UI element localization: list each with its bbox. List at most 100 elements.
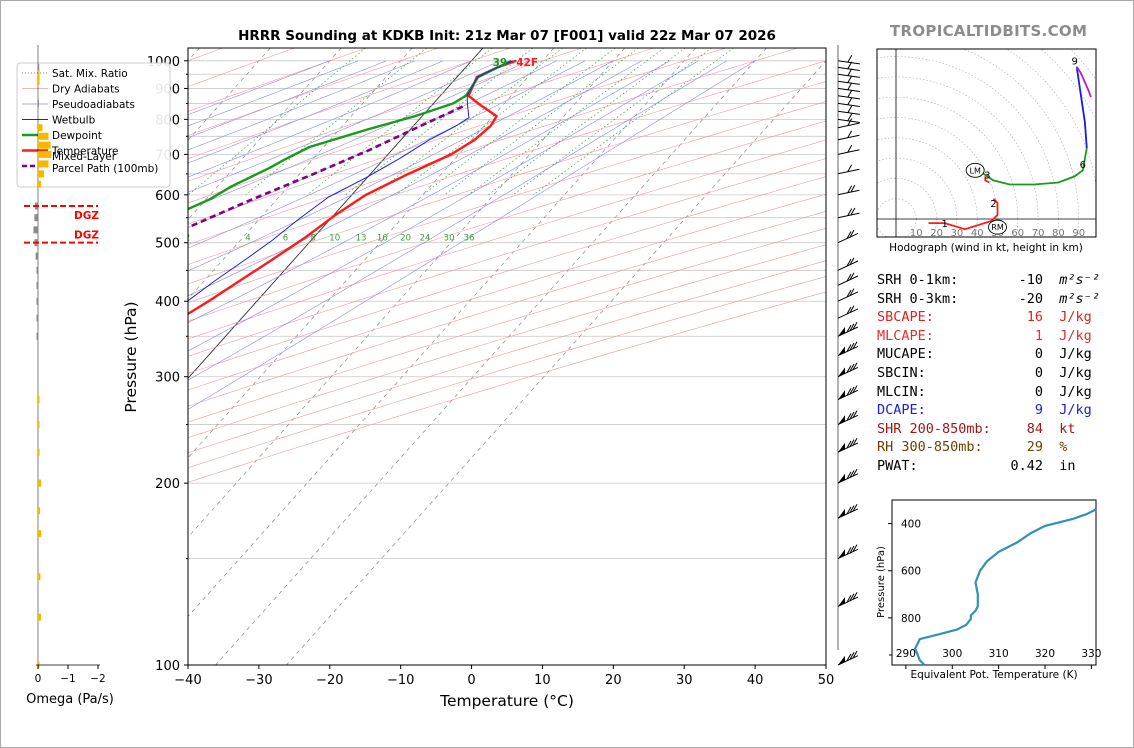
dry-adiabat xyxy=(188,48,511,160)
stat-value: 9 xyxy=(1034,402,1043,419)
mixing-ratio-line xyxy=(512,48,712,196)
wind-barb-flag xyxy=(846,594,852,603)
isotherm-line xyxy=(188,48,342,221)
series-temperature xyxy=(188,59,517,316)
surface-dewpoint-label: 39 xyxy=(493,57,508,69)
dry-adiabat xyxy=(188,60,826,265)
skewt-axes-frame xyxy=(187,47,827,666)
wind-barb xyxy=(837,207,860,219)
wind-barb xyxy=(837,89,860,100)
mixing-ratio-label: 2 xyxy=(185,234,190,244)
wind-barb-staff xyxy=(837,95,860,100)
x-tick-label: 40 xyxy=(747,673,764,688)
wind-barb-flag xyxy=(850,207,856,216)
dry-adiabat xyxy=(188,48,367,112)
wind-barb-flag xyxy=(846,306,852,315)
pseudoadiabat xyxy=(188,60,756,410)
wind-barb xyxy=(837,410,859,426)
wind-barb-flag xyxy=(849,257,855,265)
wind-barb-flag xyxy=(849,545,855,554)
wind-barb xyxy=(837,145,860,155)
wind-barb-flag xyxy=(846,440,852,449)
dry-adiabat xyxy=(188,48,439,136)
dry-adiabat xyxy=(188,193,826,391)
hodograph-height-label: 1 xyxy=(942,219,948,230)
omega-bar xyxy=(38,573,41,581)
stat-unit: kt xyxy=(1051,420,1076,437)
legend-label: Sat. Mix. Ratio xyxy=(52,68,128,80)
wind-barb-flag xyxy=(846,324,852,333)
pseudoadiabat xyxy=(188,60,330,115)
theta-e-x-tick-label: 330 xyxy=(1081,648,1101,660)
x-tick-label: 20 xyxy=(605,673,622,688)
wind-barb-flag xyxy=(847,145,853,153)
wind-barb-flag xyxy=(849,505,855,513)
dry-adiabat xyxy=(188,48,583,182)
pseudoadiabat xyxy=(188,60,359,127)
wind-barb-staff xyxy=(837,149,860,155)
omega-bar xyxy=(36,266,38,274)
wind-barb xyxy=(837,362,859,378)
stat-unit: m²s⁻² xyxy=(1051,272,1100,288)
legend-label-line: Parcel Path (100mb) xyxy=(52,163,158,175)
stat-value: -20 xyxy=(1018,290,1043,307)
wind-barb-flag xyxy=(847,208,853,216)
wind-barb-staff xyxy=(837,473,859,484)
wind-barb-flag xyxy=(849,363,855,372)
x-tick-label: 10 xyxy=(534,673,551,688)
isotherm-line xyxy=(188,48,413,300)
omega-panel: DGZ DGZ 0 −1 −2 Omega (Pa/s) xyxy=(24,45,114,707)
pseudoadiabat xyxy=(188,60,501,193)
stat-row: DCAPE: 9 J/kg xyxy=(877,402,1092,418)
wind-barb-flag xyxy=(846,231,852,239)
stat-label: PWAT: xyxy=(877,458,918,474)
wind-barb-staff xyxy=(837,308,859,319)
surface-temperature-label: 42F xyxy=(516,57,538,69)
mixing-ratio-label: 10 xyxy=(329,234,340,244)
wind-barb-flag xyxy=(849,470,855,478)
x-tick-label: 30 xyxy=(676,673,693,688)
pseudoadiabat xyxy=(188,60,642,297)
wind-barb xyxy=(837,437,859,453)
mixing-ratio-label: 20 xyxy=(400,234,411,244)
wind-barb-flag xyxy=(852,468,858,477)
stat-value: 0 xyxy=(1034,346,1043,363)
wind-barb-staff xyxy=(837,60,860,65)
wind-barb-flag xyxy=(849,323,855,331)
stat-label: MLCAPE: xyxy=(877,327,934,344)
wind-barb-flag xyxy=(847,130,853,138)
dry-adiabat xyxy=(188,120,826,322)
wind-barb-flag xyxy=(846,471,852,480)
legend-label: Temperature xyxy=(51,146,119,158)
wind-barb xyxy=(837,592,859,607)
wind-barb-flag xyxy=(847,75,853,83)
skewt-plot: 1 2 4 6 8 10 13 16 20 24 30 36 39 42F −40 −30 −20 −10 0 1… xyxy=(122,45,860,710)
omega-bar xyxy=(38,180,41,188)
stat-label: SRH 0-1km: xyxy=(877,272,959,288)
stat-value: -10 xyxy=(1018,272,1043,288)
mixing-ratio-line xyxy=(245,48,427,196)
omega-bar xyxy=(38,396,40,404)
dry-adiabat xyxy=(188,291,826,483)
dry-adiabat xyxy=(188,101,826,303)
wind-barb-flag xyxy=(852,385,858,393)
wind-barb xyxy=(837,650,859,666)
x-tick-label: 0 xyxy=(467,673,475,688)
dgz-label: DGZ xyxy=(74,210,99,222)
wind-barb xyxy=(837,503,859,519)
isotherm-line xyxy=(286,60,826,665)
stat-unit: in xyxy=(1051,458,1076,474)
y-tick-label: 200 xyxy=(155,477,180,492)
omega-bar xyxy=(38,141,51,149)
wind-barb-flag xyxy=(846,547,852,555)
wind-barb-flag xyxy=(849,288,855,296)
wind-barb-flag xyxy=(847,118,853,126)
wind-barb-flag xyxy=(849,386,855,395)
omega-tick-label: 0 xyxy=(35,673,42,685)
theta-e-x-tick-label: 300 xyxy=(942,648,962,660)
wind-barb-flag xyxy=(847,97,853,106)
wind-barb-staff xyxy=(837,212,860,219)
wind-barb-flag xyxy=(852,503,858,512)
wind-barb xyxy=(837,130,860,141)
hodograph-ring-label: 40 xyxy=(971,228,984,239)
